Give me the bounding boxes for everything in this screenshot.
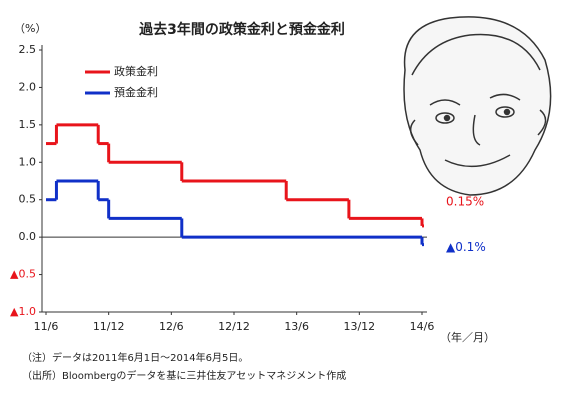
y-tick-label: 1.5 [19, 118, 37, 131]
y-tick-label: 1.0 [19, 155, 37, 168]
value-label: ▲0.1% [446, 240, 486, 254]
y-tick-label: 2.5 [19, 43, 37, 56]
legend-label: 政策金利 [114, 64, 158, 78]
x-unit: （年／月） [440, 330, 495, 344]
x-tick-label: 12/6 [159, 320, 184, 333]
note: （注）データは2011年6月1日～2014年6月5日。 [22, 351, 248, 364]
face-illustration [403, 16, 552, 196]
x-tick-label: 12/12 [218, 320, 250, 333]
y-tick-label: 0.0 [19, 230, 37, 243]
x-tick-label: 13/12 [343, 320, 375, 333]
x-tick-label: 13/6 [284, 320, 309, 333]
legend-label: 預金金利 [114, 85, 158, 99]
value-label: 0.15% [446, 194, 484, 208]
x-tick-label: 11/12 [93, 320, 125, 333]
y-tick-label: 0.5 [19, 193, 37, 206]
y-tick-label: 2.0 [19, 80, 37, 93]
note: （出所）Bloombergのデータを基に三井住友アセットマネジメント作成 [22, 369, 346, 382]
y-unit: （%） [14, 22, 46, 35]
y-tick-label: ▲1.0 [10, 305, 36, 318]
chart-title: 過去3年間の政策金利と預金金利 [138, 21, 345, 38]
x-tick-label: 14/6 [410, 320, 435, 333]
y-tick-label: ▲0.5 [10, 268, 36, 281]
x-tick-label: 11/6 [34, 320, 59, 333]
